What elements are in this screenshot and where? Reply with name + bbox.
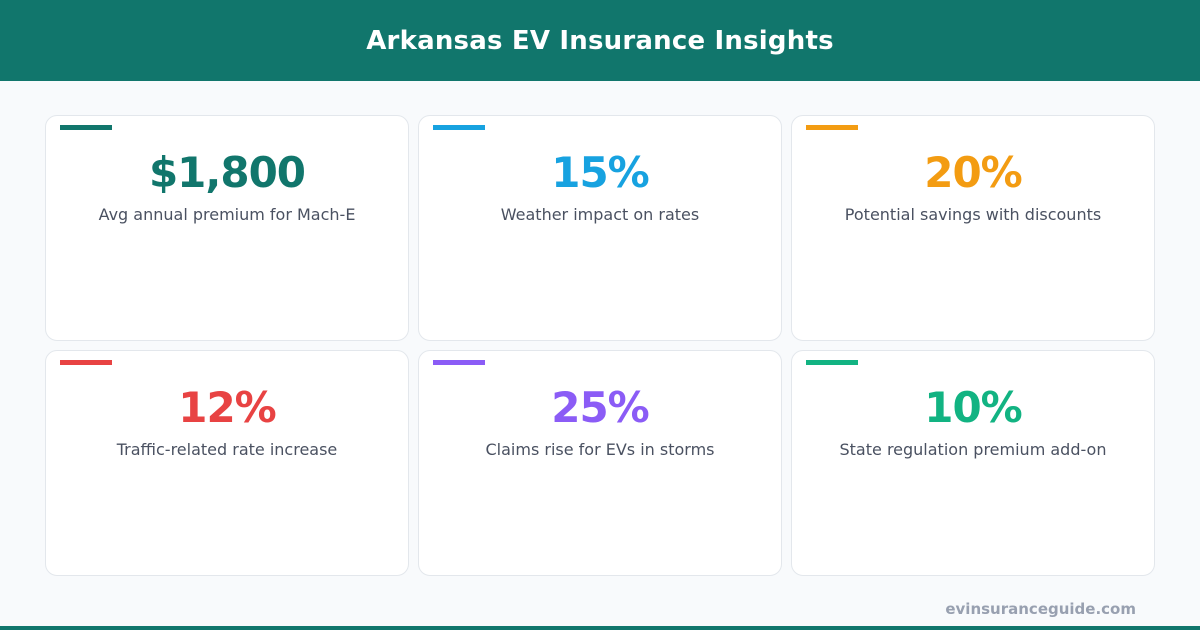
stat-label: Avg annual premium for Mach-E [98, 205, 356, 224]
accent-bar [60, 360, 112, 365]
stat-value: 10% [924, 383, 1023, 432]
stat-value: 25% [551, 383, 650, 432]
stat-card: 12% Traffic-related rate increase [45, 350, 409, 576]
stat-value: $1,800 [148, 148, 306, 197]
accent-bar [806, 360, 858, 365]
stat-value: 20% [924, 148, 1023, 197]
stat-value: 12% [178, 383, 277, 432]
accent-bar [433, 125, 485, 130]
header-banner: Arkansas EV Insurance Insights [0, 0, 1200, 81]
accent-bar [806, 125, 858, 130]
stat-card: 25% Claims rise for EVs in storms [418, 350, 782, 576]
accent-bar [433, 360, 485, 365]
stat-label: Traffic-related rate increase [116, 440, 338, 459]
stat-card: 10% State regulation premium add-on [791, 350, 1155, 576]
stat-card: $1,800 Avg annual premium for Mach-E [45, 115, 409, 341]
stat-card: 20% Potential savings with discounts [791, 115, 1155, 341]
stat-value: 15% [551, 148, 650, 197]
page-title: Arkansas EV Insurance Insights [366, 25, 834, 56]
stat-label: State regulation premium add-on [839, 440, 1107, 459]
stat-label: Claims rise for EVs in storms [485, 440, 715, 459]
site-url: evinsuranceguide.com [945, 600, 1136, 618]
bottom-bar [0, 626, 1200, 630]
stat-label: Potential savings with discounts [844, 205, 1102, 224]
accent-bar [60, 125, 112, 130]
stat-card: 15% Weather impact on rates [418, 115, 782, 341]
stat-label: Weather impact on rates [500, 205, 700, 224]
